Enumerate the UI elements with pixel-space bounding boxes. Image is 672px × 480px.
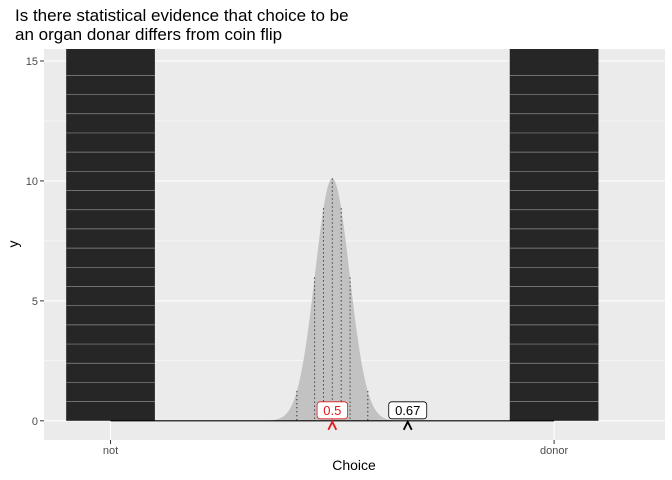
bar	[509, 49, 599, 421]
annotation-box	[388, 401, 428, 420]
y-axis-title: y	[5, 241, 21, 248]
annotation-caret	[327, 419, 338, 431]
chart-title-line-1: Is there statistical evidence that choic…	[15, 6, 349, 25]
annotations: 0.5 0.67	[316, 401, 428, 431]
x-tick-label: donor	[540, 445, 568, 457]
density-area	[263, 178, 402, 421]
y-tick-label: 5	[32, 296, 38, 308]
x-axis-title: Choice	[332, 457, 376, 473]
x-tick-label: not	[103, 445, 118, 457]
annotation-box	[316, 401, 348, 420]
y-tick-label: 0	[32, 416, 38, 428]
bars	[66, 49, 599, 421]
chart-title-line-2: an organ donar differs from coin flip	[15, 25, 282, 44]
bar	[66, 49, 155, 421]
y-tick-label: 15	[26, 56, 38, 68]
annotation-caret	[402, 419, 413, 431]
y-tick-label: 10	[26, 176, 38, 188]
x-axis: not donor	[103, 440, 569, 457]
annotation-label: 0.5	[323, 403, 341, 418]
y-axis: 0 5 10 15	[26, 56, 44, 428]
annotation-label: 0.67	[395, 403, 420, 418]
